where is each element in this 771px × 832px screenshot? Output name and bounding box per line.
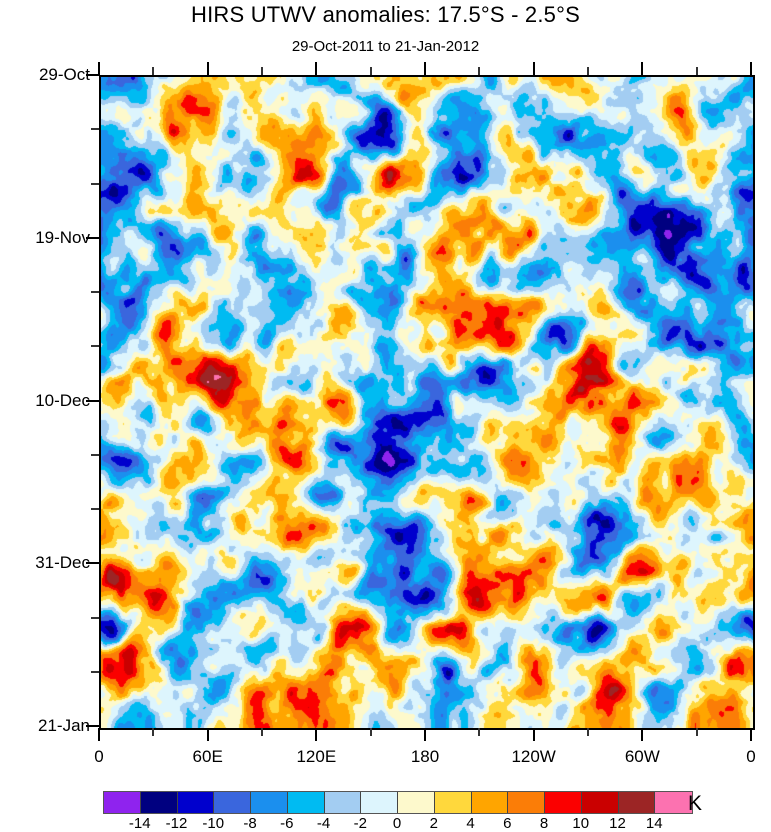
colorbar-swatch[interactable] — [287, 792, 325, 813]
colorbar-tick-label: 10 — [572, 815, 590, 832]
y-axis-minor-tick — [91, 182, 99, 185]
x-axis-minor-tick — [587, 728, 589, 736]
x-axis-minor-tick — [369, 67, 372, 75]
x-axis-major-tick — [750, 728, 752, 741]
y-axis-major-tick — [86, 74, 99, 76]
colorbar-swatch[interactable] — [104, 792, 141, 813]
x-axis-major-tick — [532, 62, 535, 75]
y-axis-tick-label: 10-Dec — [35, 390, 90, 410]
colorbar-swatch[interactable] — [361, 792, 398, 813]
y-axis-tick-label: 29-Oct — [38, 65, 90, 84]
x-axis-minor-tick — [152, 67, 155, 75]
x-axis-major-tick — [750, 62, 752, 75]
colorbar-swatch[interactable] — [140, 792, 178, 813]
colorbar-swatch[interactable] — [471, 792, 509, 813]
colorbar-swatch[interactable] — [508, 792, 545, 813]
x-axis-major-tick — [532, 728, 535, 741]
x-axis-minor-tick — [587, 67, 589, 75]
x-axis-minor-tick — [261, 728, 263, 736]
y-axis-major-tick — [86, 562, 99, 565]
colorbar-tick-label: 0 — [392, 815, 402, 832]
y-axis-minor-tick — [91, 345, 99, 348]
colorbar-tick-label: -8 — [243, 815, 257, 832]
figure-subtitle: 29-Oct-2011 to 21-Jan-2012 — [291, 38, 480, 55]
y-axis-minor-tick — [91, 128, 99, 131]
colorbar[interactable] — [103, 791, 693, 814]
colorbar-tick-label: -2 — [353, 815, 367, 832]
x-axis-minor-tick — [261, 67, 263, 75]
colorbar-tick-label: 2 — [429, 815, 438, 832]
y-axis-minor-tick — [91, 508, 99, 510]
colorbar-tick-label: -12 — [165, 815, 188, 832]
x-axis-major-tick — [315, 728, 318, 741]
x-axis-tick-label: 0 — [94, 747, 104, 766]
x-axis-minor-tick — [478, 728, 481, 736]
x-axis-minor-tick — [478, 67, 481, 75]
x-axis-tick-label: 120W — [511, 747, 556, 766]
x-axis-major-tick — [206, 62, 209, 75]
y-axis-tick-label: 21-Jan — [38, 716, 90, 735]
x-axis-tick-label: 180 — [410, 747, 440, 766]
x-axis-minor-tick — [695, 728, 698, 736]
colorbar-tick-label: 14 — [645, 815, 663, 832]
y-axis-minor-tick — [91, 670, 99, 673]
x-axis-minor-tick — [695, 67, 698, 75]
colorbar-tick-label: 4 — [466, 815, 475, 832]
y-axis-minor-tick — [91, 616, 99, 619]
anomaly-contour-field — [101, 77, 753, 728]
colorbar-tick-label: -4 — [316, 815, 331, 832]
x-axis-tick-label: 60E — [192, 747, 223, 766]
x-axis-tick-label: 60W — [624, 747, 660, 766]
colorbar-units-label: K — [688, 792, 703, 815]
y-axis-minor-tick — [91, 453, 99, 456]
x-axis-major-tick — [98, 62, 100, 75]
x-axis-major-tick — [424, 728, 426, 741]
x-axis-major-tick — [315, 62, 318, 75]
x-axis-tick-label: 120E — [296, 747, 337, 766]
y-axis-major-tick — [86, 236, 99, 239]
colorbar-swatch[interactable] — [251, 792, 288, 813]
x-axis-major-tick — [98, 728, 100, 741]
y-axis-tick-label: 19-Nov — [35, 227, 90, 247]
colorbar-swatch[interactable] — [545, 792, 582, 813]
plot-area — [99, 75, 755, 730]
colorbar-tick-label: -6 — [280, 815, 294, 832]
colorbar-swatch[interactable] — [177, 792, 215, 813]
colorbar-swatch[interactable] — [324, 792, 362, 813]
x-axis-major-tick — [641, 728, 644, 741]
x-axis-minor-tick — [152, 728, 155, 736]
x-axis-minor-tick — [369, 728, 372, 736]
y-axis-minor-tick — [91, 291, 99, 293]
colorbar-tick-label: 8 — [539, 815, 549, 832]
page-title: HIRS UTWV anomalies: 17.5°S - 2.5°S — [191, 2, 580, 27]
colorbar-swatch[interactable] — [434, 792, 472, 813]
colorbar-swatch[interactable] — [655, 792, 692, 813]
x-axis-tick-label: 0 — [746, 747, 756, 766]
x-axis-major-tick — [424, 62, 426, 75]
y-axis-major-tick — [86, 399, 99, 402]
colorbar-swatch[interactable] — [398, 792, 435, 813]
colorbar-swatch[interactable] — [214, 792, 251, 813]
colorbar-swatch[interactable] — [618, 792, 656, 813]
x-axis-major-tick — [641, 62, 644, 75]
colorbar-tick-label: 6 — [503, 815, 512, 832]
x-axis-major-tick — [206, 728, 209, 741]
y-axis-tick-label: 31-Dec — [35, 553, 90, 573]
colorbar-swatch[interactable] — [581, 792, 619, 813]
colorbar-tick-label: 12 — [609, 815, 626, 832]
colorbar-tick-label: -10 — [202, 815, 225, 832]
y-axis-major-tick — [86, 725, 99, 727]
colorbar-tick-label: -14 — [128, 815, 151, 832]
